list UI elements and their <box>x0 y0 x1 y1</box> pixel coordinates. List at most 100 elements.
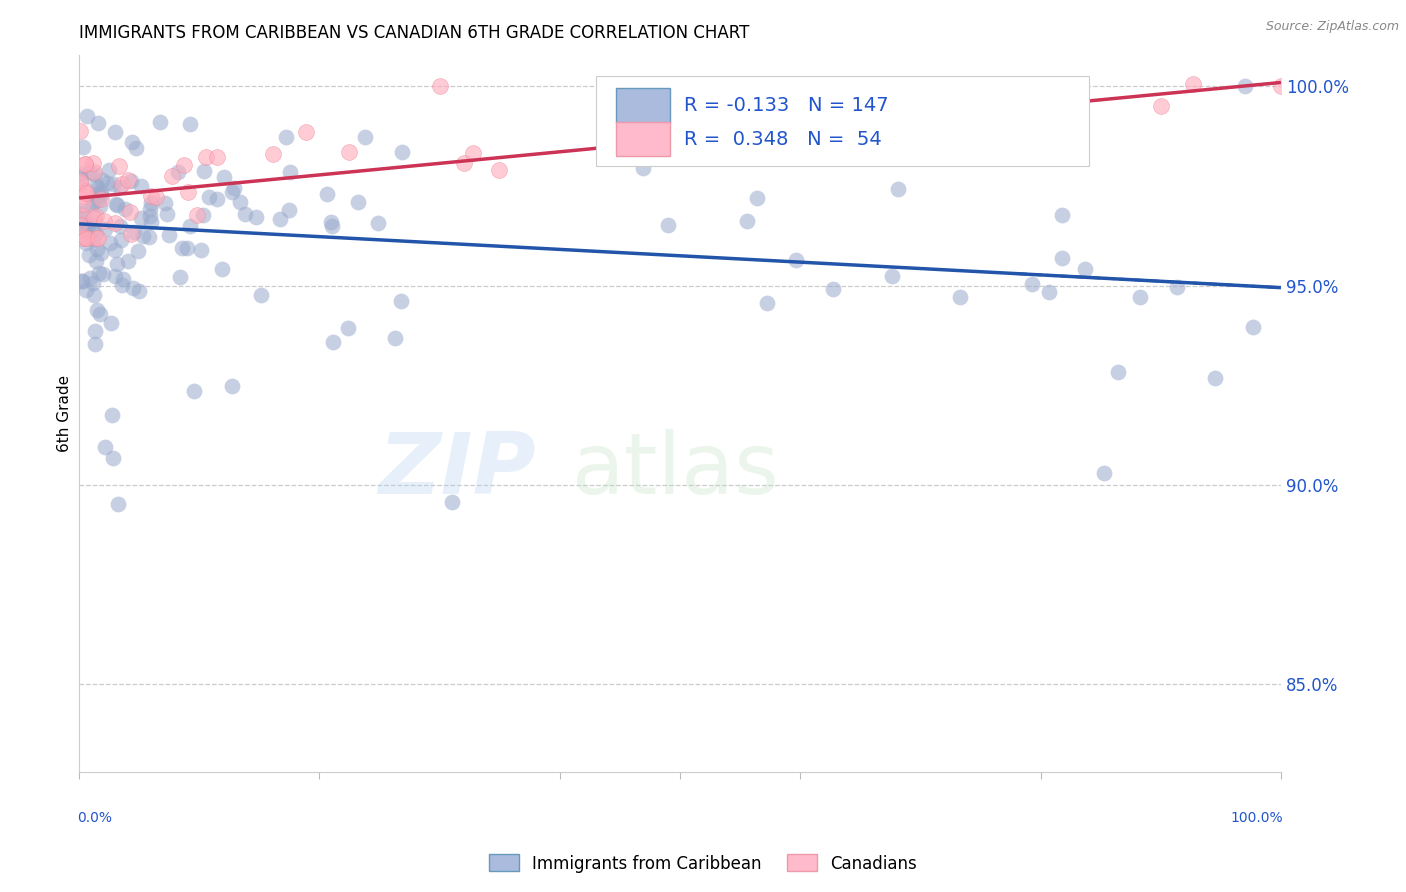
Point <box>148 115 170 129</box>
Point <box>86 178 108 192</box>
Point <box>90 185 112 199</box>
Point <box>461 146 484 161</box>
Point <box>108 160 131 174</box>
Point <box>98 236 121 251</box>
Point <box>221 379 243 393</box>
Point <box>1024 94 1046 108</box>
Point <box>89 199 111 213</box>
Point <box>120 173 142 187</box>
Point <box>321 219 343 233</box>
Point <box>84 254 107 268</box>
Point <box>83 167 105 181</box>
Point <box>103 451 125 466</box>
Point <box>90 187 112 202</box>
Point <box>172 241 194 255</box>
Point <box>179 219 201 233</box>
Point <box>969 79 991 94</box>
Point <box>177 185 200 199</box>
Point <box>1233 79 1256 94</box>
Point <box>79 165 101 179</box>
Point <box>269 211 291 226</box>
Point <box>229 195 252 210</box>
FancyBboxPatch shape <box>596 76 1088 166</box>
Point <box>73 189 96 203</box>
Point <box>72 209 94 223</box>
Point <box>89 266 111 280</box>
Point <box>104 243 127 257</box>
Point <box>280 165 302 179</box>
Point <box>657 219 679 233</box>
Point <box>1092 466 1115 480</box>
Point <box>75 221 97 235</box>
Point <box>69 218 91 232</box>
Point <box>75 186 97 200</box>
Text: atlas: atlas <box>572 429 780 512</box>
Point <box>73 157 96 171</box>
Point <box>755 295 778 310</box>
Point <box>1204 370 1226 384</box>
Point <box>121 136 143 150</box>
Point <box>86 303 108 318</box>
Point <box>737 213 759 227</box>
Text: IMMIGRANTS FROM CARIBBEAN VS CANADIAN 6TH GRADE CORRELATION CHART: IMMIGRANTS FROM CARIBBEAN VS CANADIAN 6T… <box>79 24 749 42</box>
Bar <box>616 122 671 156</box>
Point <box>156 207 179 221</box>
Point <box>72 197 94 211</box>
Point <box>141 215 163 229</box>
Text: 0.0%: 0.0% <box>77 811 111 825</box>
Point <box>112 271 135 285</box>
Point <box>72 231 94 245</box>
Point <box>89 306 111 320</box>
Point <box>941 89 963 103</box>
Point <box>104 124 127 138</box>
Point <box>100 316 122 330</box>
Point <box>633 161 655 175</box>
Point <box>155 196 177 211</box>
Bar <box>616 88 671 123</box>
Point <box>353 129 375 144</box>
Point <box>191 208 214 222</box>
Point <box>107 497 129 511</box>
Point <box>83 288 105 302</box>
Legend: Immigrants from Caribbean, Canadians: Immigrants from Caribbean, Canadians <box>482 847 924 880</box>
Point <box>94 441 117 455</box>
Point <box>198 190 221 204</box>
Point <box>84 325 107 339</box>
Point <box>931 122 953 136</box>
Point <box>72 140 94 154</box>
Point <box>249 288 271 302</box>
Point <box>887 182 910 196</box>
Point <box>488 162 510 177</box>
Point <box>75 226 97 240</box>
Point <box>453 155 475 169</box>
Text: R =  0.348   N =  54: R = 0.348 N = 54 <box>683 129 882 149</box>
Point <box>70 275 93 289</box>
Y-axis label: 6th Grade: 6th Grade <box>58 375 72 451</box>
Point <box>103 177 125 191</box>
Point <box>90 192 112 206</box>
Point <box>1270 79 1292 94</box>
Point <box>127 244 149 258</box>
Point <box>111 178 134 192</box>
Point <box>1150 99 1173 113</box>
Point <box>1038 285 1060 299</box>
Point <box>75 157 97 171</box>
Point <box>157 228 180 243</box>
Point <box>82 195 104 210</box>
Point <box>105 196 128 211</box>
Point <box>105 257 128 271</box>
Point <box>84 227 107 242</box>
Point <box>160 169 183 183</box>
Point <box>186 208 208 222</box>
Point <box>1129 290 1152 304</box>
Point <box>72 217 94 231</box>
Point <box>176 241 198 255</box>
Point <box>108 180 131 194</box>
Point <box>367 216 389 230</box>
Point <box>194 150 217 164</box>
Point <box>132 229 155 244</box>
Point <box>70 274 93 288</box>
Point <box>205 192 228 206</box>
Point <box>169 269 191 284</box>
Point <box>949 290 972 304</box>
